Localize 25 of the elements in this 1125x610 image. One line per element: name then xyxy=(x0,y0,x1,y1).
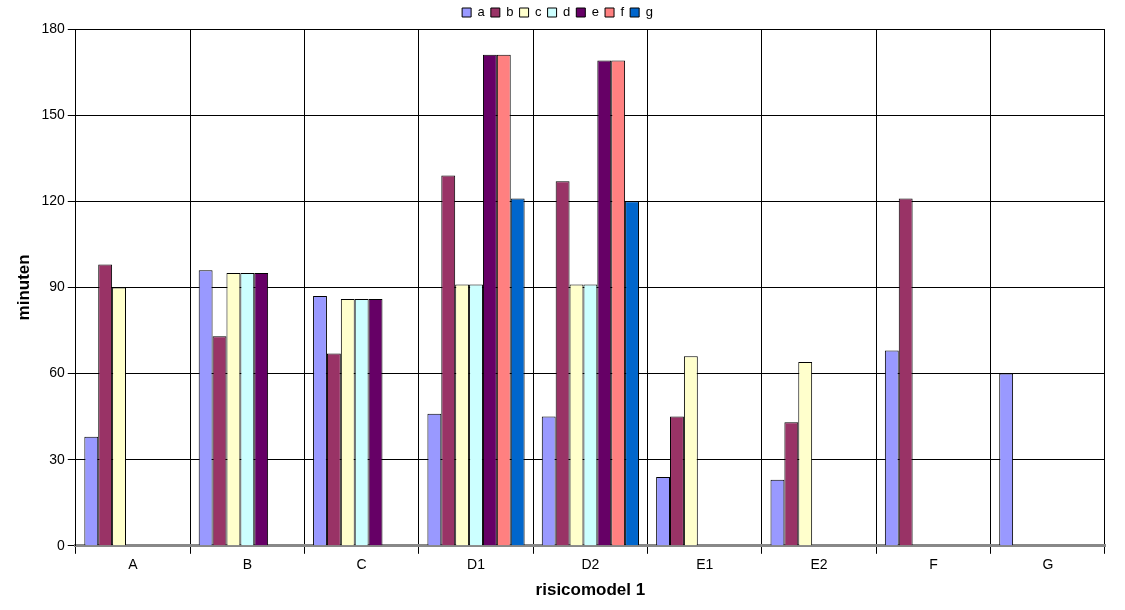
legend-label: a xyxy=(477,4,486,20)
x-tick-label: F xyxy=(929,556,938,573)
y-axis-title: minuten xyxy=(13,254,33,321)
y-tick-label: 90 xyxy=(49,278,65,295)
x-tick-label: G xyxy=(1042,556,1054,573)
x-tick-label: C xyxy=(356,556,367,573)
x-tick-label: E1 xyxy=(696,556,714,573)
x-tick-label: B xyxy=(242,556,252,573)
legend-label: f xyxy=(620,4,625,20)
y-tick-label: 150 xyxy=(41,105,65,122)
legend-label: g xyxy=(645,4,653,20)
y-tick-label: 180 xyxy=(41,19,65,36)
legend-label: d xyxy=(563,4,571,20)
legend-label: e xyxy=(591,4,600,20)
x-tick-label: A xyxy=(128,556,139,573)
y-tick-label: 30 xyxy=(49,450,65,467)
y-tick-label: 60 xyxy=(49,364,65,381)
legend-label: b xyxy=(506,4,514,20)
y-tick-label: 120 xyxy=(41,192,65,209)
legend-label: c xyxy=(535,4,543,20)
x-tick-label: E2 xyxy=(810,556,828,573)
y-tick-label: 0 xyxy=(56,536,65,553)
x-tick-label: D1 xyxy=(467,556,486,573)
x-axis-title: risicomodel 1 xyxy=(535,580,646,600)
x-tick-label: D2 xyxy=(581,556,600,573)
